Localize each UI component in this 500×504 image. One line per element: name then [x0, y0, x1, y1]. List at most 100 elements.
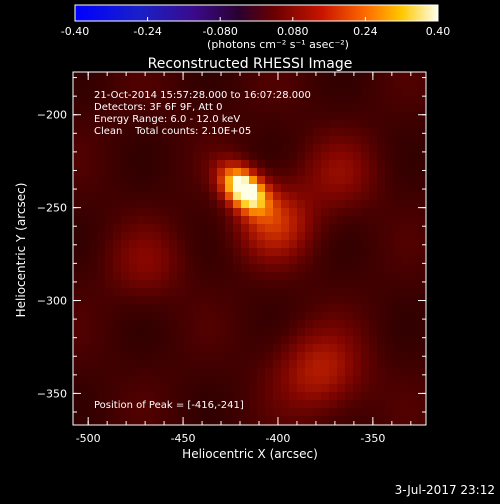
- heatmap-cell: [305, 104, 313, 112]
- heatmap-cell: [73, 272, 81, 280]
- heatmap-cell: [353, 240, 361, 248]
- heatmap-cell: [353, 192, 361, 200]
- heatmap-cell: [273, 200, 281, 208]
- heatmap-cell: [417, 112, 425, 120]
- heatmap-cell: [257, 216, 265, 224]
- heatmap-cell: [393, 184, 401, 192]
- heatmap-cell: [113, 200, 121, 208]
- heatmap-cell: [273, 296, 281, 304]
- heatmap-cell: [177, 72, 185, 80]
- heatmap-cell: [401, 272, 409, 280]
- heatmap-cell: [353, 72, 361, 80]
- heatmap-cell: [337, 160, 345, 168]
- heatmap-cell: [409, 248, 417, 256]
- heatmap-cell: [121, 304, 129, 312]
- heatmap-cell: [313, 296, 321, 304]
- heatmap-cell: [217, 232, 225, 240]
- heatmap-cell: [233, 360, 241, 368]
- heatmap-cell: [361, 88, 369, 96]
- heatmap-cell: [81, 272, 89, 280]
- heatmap-cell: [393, 408, 401, 416]
- heatmap-cell: [361, 80, 369, 88]
- heatmap-cell: [337, 280, 345, 288]
- heatmap-cell: [137, 392, 145, 400]
- heatmap-cell: [297, 168, 305, 176]
- heatmap-cell: [89, 280, 97, 288]
- heatmap-cell: [225, 120, 233, 128]
- heatmap-cell: [385, 72, 393, 80]
- heatmap-cell: [297, 224, 305, 232]
- heatmap-cell: [153, 416, 161, 424]
- heatmap-cell: [105, 208, 113, 216]
- heatmap-cell: [241, 104, 249, 112]
- heatmap-cell: [393, 240, 401, 248]
- heatmap-cell: [313, 128, 321, 136]
- heatmap-cell: [305, 280, 313, 288]
- heatmap-cell: [297, 368, 305, 376]
- heatmap-cell: [257, 136, 265, 144]
- heatmap-cell: [89, 400, 97, 408]
- annotation-line: Energy Range: 6.0 - 12.0 keV: [94, 114, 240, 125]
- heatmap-cell: [177, 200, 185, 208]
- heatmap-cell: [321, 280, 329, 288]
- heatmap-cell: [81, 72, 89, 80]
- heatmap-cell: [385, 376, 393, 384]
- heatmap-cell: [249, 88, 257, 96]
- heatmap-cell: [161, 304, 169, 312]
- heatmap-cell: [233, 312, 241, 320]
- heatmap-cell: [185, 128, 193, 136]
- heatmap-cell: [89, 352, 97, 360]
- heatmap-cell: [337, 328, 345, 336]
- heatmap-cell: [321, 136, 329, 144]
- heatmap-cell: [209, 232, 217, 240]
- heatmap-cell: [97, 296, 105, 304]
- heatmap-cell: [329, 360, 337, 368]
- heatmap-cell: [273, 256, 281, 264]
- heatmap-cell: [257, 272, 265, 280]
- heatmap-cell: [81, 280, 89, 288]
- heatmap-cell: [249, 144, 257, 152]
- heatmap-cell: [337, 368, 345, 376]
- heatmap-cell: [265, 280, 273, 288]
- heatmap-cell: [161, 232, 169, 240]
- heatmap-cell: [217, 192, 225, 200]
- heatmap-cell: [97, 152, 105, 160]
- heatmap-cell: [177, 248, 185, 256]
- heatmap-cell: [161, 368, 169, 376]
- heatmap-cell: [313, 136, 321, 144]
- heatmap-cell: [193, 88, 201, 96]
- heatmap-cell: [73, 360, 81, 368]
- heatmap-cell: [297, 280, 305, 288]
- heatmap-cell: [169, 400, 177, 408]
- heatmap-cell: [121, 264, 129, 272]
- y-axis-label: Heliocentric Y (arcsec): [14, 183, 28, 318]
- heatmap-cell: [225, 248, 233, 256]
- heatmap-cell: [393, 384, 401, 392]
- heatmap-cell: [401, 280, 409, 288]
- heatmap-cell: [273, 128, 281, 136]
- heatmap-cell: [145, 176, 153, 184]
- heatmap-cell: [385, 320, 393, 328]
- heatmap-cell: [321, 288, 329, 296]
- heatmap-cell: [345, 216, 353, 224]
- heatmap-cell: [81, 368, 89, 376]
- heatmap-cell: [233, 280, 241, 288]
- heatmap-cell: [153, 200, 161, 208]
- heatmap-cell: [137, 168, 145, 176]
- heatmap-cell: [401, 352, 409, 360]
- heatmap-cell: [313, 192, 321, 200]
- heatmap-cell: [417, 392, 425, 400]
- heatmap-cell: [105, 224, 113, 232]
- heatmap-cell: [345, 104, 353, 112]
- heatmap-cell: [105, 136, 113, 144]
- heatmap-cell: [233, 152, 241, 160]
- heatmap-cell: [417, 176, 425, 184]
- heatmap-cell: [193, 280, 201, 288]
- heatmap-cell: [409, 400, 417, 408]
- heatmap-cell: [217, 136, 225, 144]
- heatmap-cell: [337, 264, 345, 272]
- heatmap-cell: [329, 264, 337, 272]
- heatmap-cell: [385, 224, 393, 232]
- heatmap-cell: [193, 312, 201, 320]
- heatmap-cell: [121, 312, 129, 320]
